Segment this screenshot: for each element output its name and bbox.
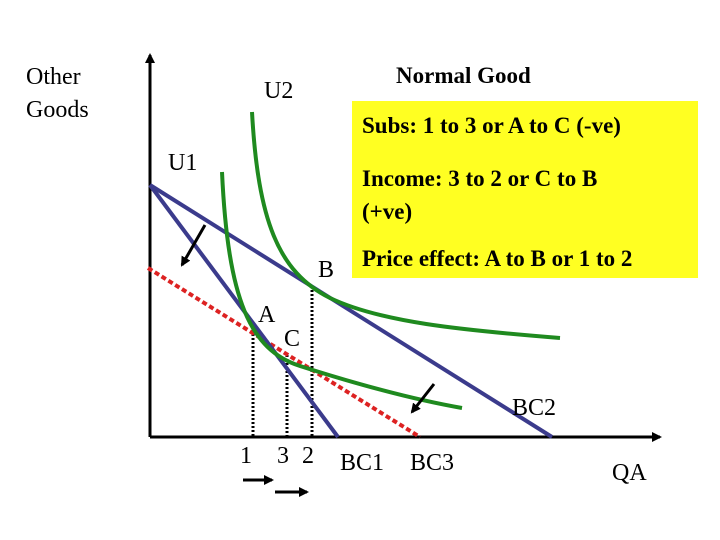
u1-label: U1 <box>168 150 197 176</box>
bc3-label: BC3 <box>410 450 454 476</box>
bc1-shift-arrow <box>180 224 207 267</box>
bc3-line <box>146 266 422 439</box>
point-a-label: A <box>258 302 276 328</box>
u2-label: U2 <box>264 78 293 104</box>
point-b-label: B <box>318 257 334 283</box>
price-effect-text: Price effect: A to B or 1 to 2 <box>362 246 633 271</box>
effects-box: Subs: 1 to 3 or A to C (-ve) Income: 3 t… <box>352 101 698 278</box>
y-axis-label-line2: Goods <box>26 97 89 123</box>
income-effect-text-line2: (+ve) <box>362 199 413 224</box>
x-axis-label: QA <box>612 460 647 486</box>
point-c-label: C <box>284 326 300 352</box>
quantity-2-label: 2 <box>302 443 314 469</box>
subs-effect-text: Subs: 1 to 3 or A to C (-ve) <box>362 113 621 138</box>
quantity-1-label: 1 <box>240 443 252 469</box>
u1-curve <box>220 171 463 410</box>
diagram-title: Normal Good <box>396 63 531 88</box>
u2-curve <box>250 111 561 340</box>
income-effect-text-line1: Income: 3 to 2 or C to B <box>362 166 598 191</box>
bc3-shift-arrow <box>410 383 436 414</box>
bc2-line <box>148 183 554 439</box>
bc1-label: BC1 <box>340 450 384 476</box>
quantity-3-label: 3 <box>277 443 289 469</box>
bc2-label: BC2 <box>512 395 556 421</box>
y-axis-label-line1: Other <box>26 64 81 90</box>
